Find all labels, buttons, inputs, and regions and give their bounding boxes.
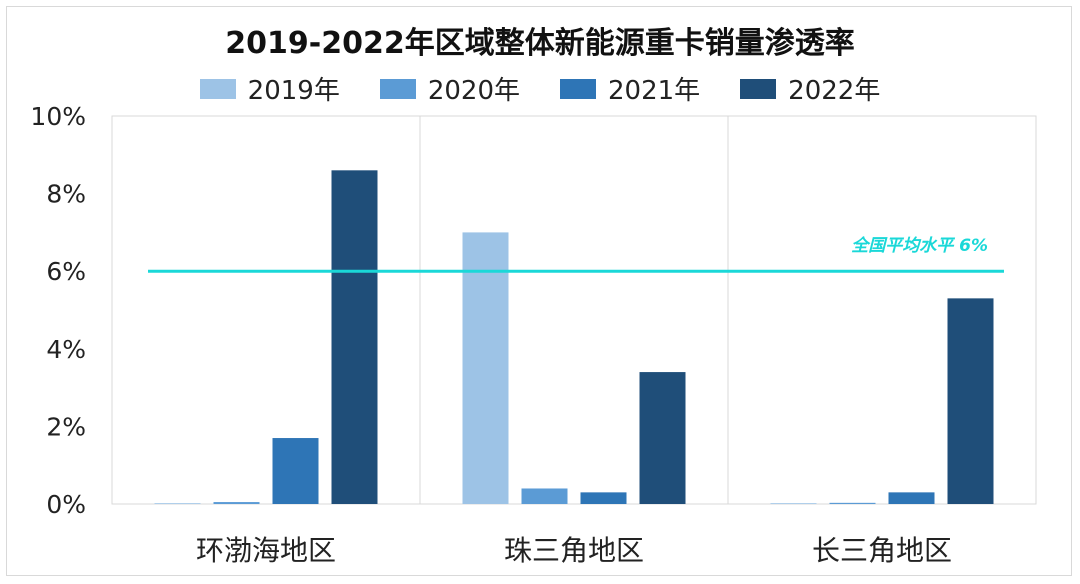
y-tick-label: 6% <box>46 257 86 286</box>
legend-item: 2021年 <box>560 70 700 107</box>
legend-swatch <box>560 78 596 99</box>
bar <box>639 372 686 504</box>
chart-title: 2019-2022年区域整体新能源重卡销量渗透率 <box>225 26 855 61</box>
bar <box>213 502 260 504</box>
legend-label: 2021年 <box>608 76 701 106</box>
legend-swatch <box>379 78 416 99</box>
bar <box>829 502 876 504</box>
legend-item: 2019年 <box>199 70 340 107</box>
chart-legend: 2019年 2020年 2021年 2022年 <box>0 70 1080 107</box>
legend-label: 2020年 <box>427 76 520 106</box>
legend-label: 2022年 <box>788 76 881 106</box>
plot-area <box>111 115 1037 505</box>
y-tick-label: 4% <box>46 335 86 364</box>
legend-swatch <box>199 78 236 99</box>
bar <box>521 488 568 504</box>
y-tick-label: 0% <box>46 490 86 519</box>
bar <box>331 170 378 504</box>
legend-label: 2019年 <box>247 76 340 106</box>
x-category-label: 环渤海地区 <box>196 534 336 567</box>
bar <box>947 298 994 504</box>
legend-swatch <box>740 78 777 99</box>
y-tick-label: 8% <box>46 180 86 209</box>
bar <box>154 503 201 504</box>
chart-frame <box>6 6 1072 576</box>
bar <box>888 492 935 504</box>
legend-item: 2020年 <box>379 70 520 107</box>
bar <box>770 503 817 504</box>
x-category-label: 长三角地区 <box>812 534 952 567</box>
y-tick-label: 2% <box>46 412 86 441</box>
average-line-label: 全国平均水平 6% <box>851 236 988 256</box>
bar <box>272 438 319 504</box>
legend-item: 2022年 <box>740 70 880 107</box>
bar <box>462 232 509 504</box>
x-category-label: 珠三角地区 <box>504 534 644 567</box>
y-tick-label: 10% <box>30 102 86 131</box>
bar <box>580 492 627 504</box>
